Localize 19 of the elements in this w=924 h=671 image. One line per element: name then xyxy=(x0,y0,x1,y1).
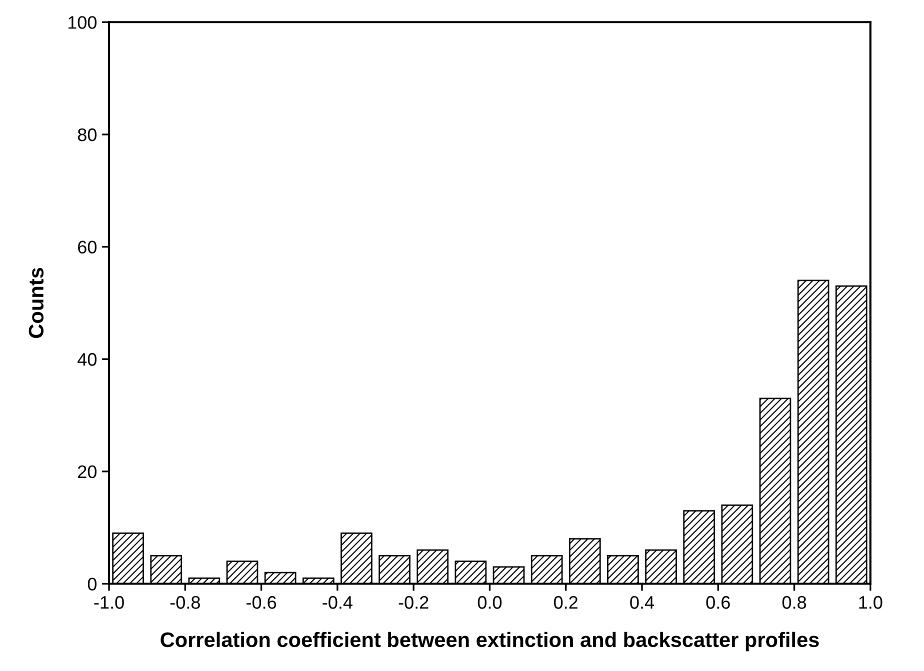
y-tick-label: 0 xyxy=(88,578,97,590)
y-tick-label: 80 xyxy=(78,128,97,142)
x-tick-label: -0.4 xyxy=(322,596,352,609)
x-tick-label: -0.6 xyxy=(246,596,276,609)
x-tick-label: -0.2 xyxy=(398,596,428,609)
x-tick-label: -0.8 xyxy=(170,596,200,609)
y-tick-label: 40 xyxy=(78,353,97,366)
y-tick-label: 60 xyxy=(78,240,97,254)
y-tick-label: 100 xyxy=(68,16,97,29)
x-tick-label: 0.4 xyxy=(630,596,654,609)
x-tick-label: -1.0 xyxy=(94,596,124,609)
x-axis-title: Correlation coefficient between extinction and backscatter profiles xyxy=(160,632,819,652)
x-tick-label: 0.6 xyxy=(706,596,730,609)
x-tick-label: 0.2 xyxy=(554,596,578,609)
x-tick-label: 0.8 xyxy=(782,596,806,609)
x-tick-label: 0.0 xyxy=(478,596,502,609)
x-tick-label: 1.0 xyxy=(859,596,882,609)
y-axis-title: Counts xyxy=(28,268,44,338)
y-tick-label: 20 xyxy=(78,465,97,478)
